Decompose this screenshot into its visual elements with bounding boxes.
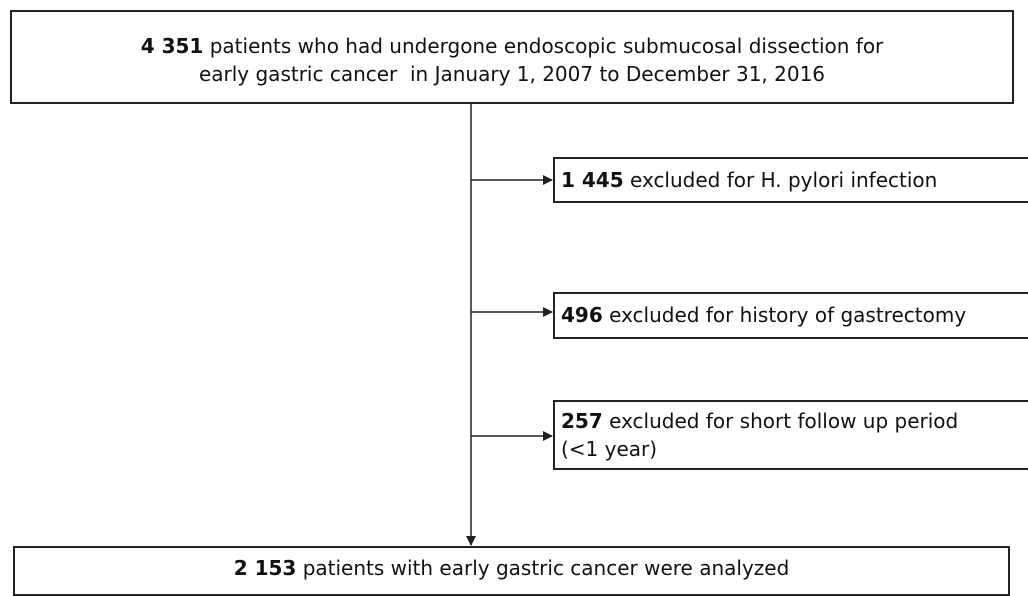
count: 4 351: [140, 34, 204, 58]
text: patients with early gastric cancer were …: [302, 556, 790, 580]
count: 1 445: [561, 168, 624, 192]
start-box: 4 351 patients who had undergone endosco…: [10, 10, 1014, 104]
text: excluded for history of gastrectomy: [609, 303, 967, 327]
connectors: [466, 103, 553, 546]
text: early gastric cancer in January 1, 2007 …: [198, 62, 826, 86]
exclusion-box: 496 excluded for history of gastrectomy: [553, 292, 1028, 339]
text: patients who had undergone endoscopic su…: [209, 34, 884, 58]
count: 2 153: [233, 556, 297, 580]
text: excluded for short follow up period: [609, 409, 959, 433]
exclusion-box: 257 excluded for short follow up period (…: [553, 400, 1028, 470]
final-box: 2 153 patients with early gastric cancer…: [13, 546, 1010, 596]
count: 257: [561, 409, 603, 433]
text: excluded for H. pylori infection: [630, 168, 938, 192]
text: (<1 year): [561, 437, 658, 461]
count: 496: [561, 303, 603, 327]
exclusion-box: 1 445 excluded for H. pylori infection: [553, 157, 1028, 203]
page: 4 351 patients who had undergone endosco…: [10, 10, 1028, 596]
